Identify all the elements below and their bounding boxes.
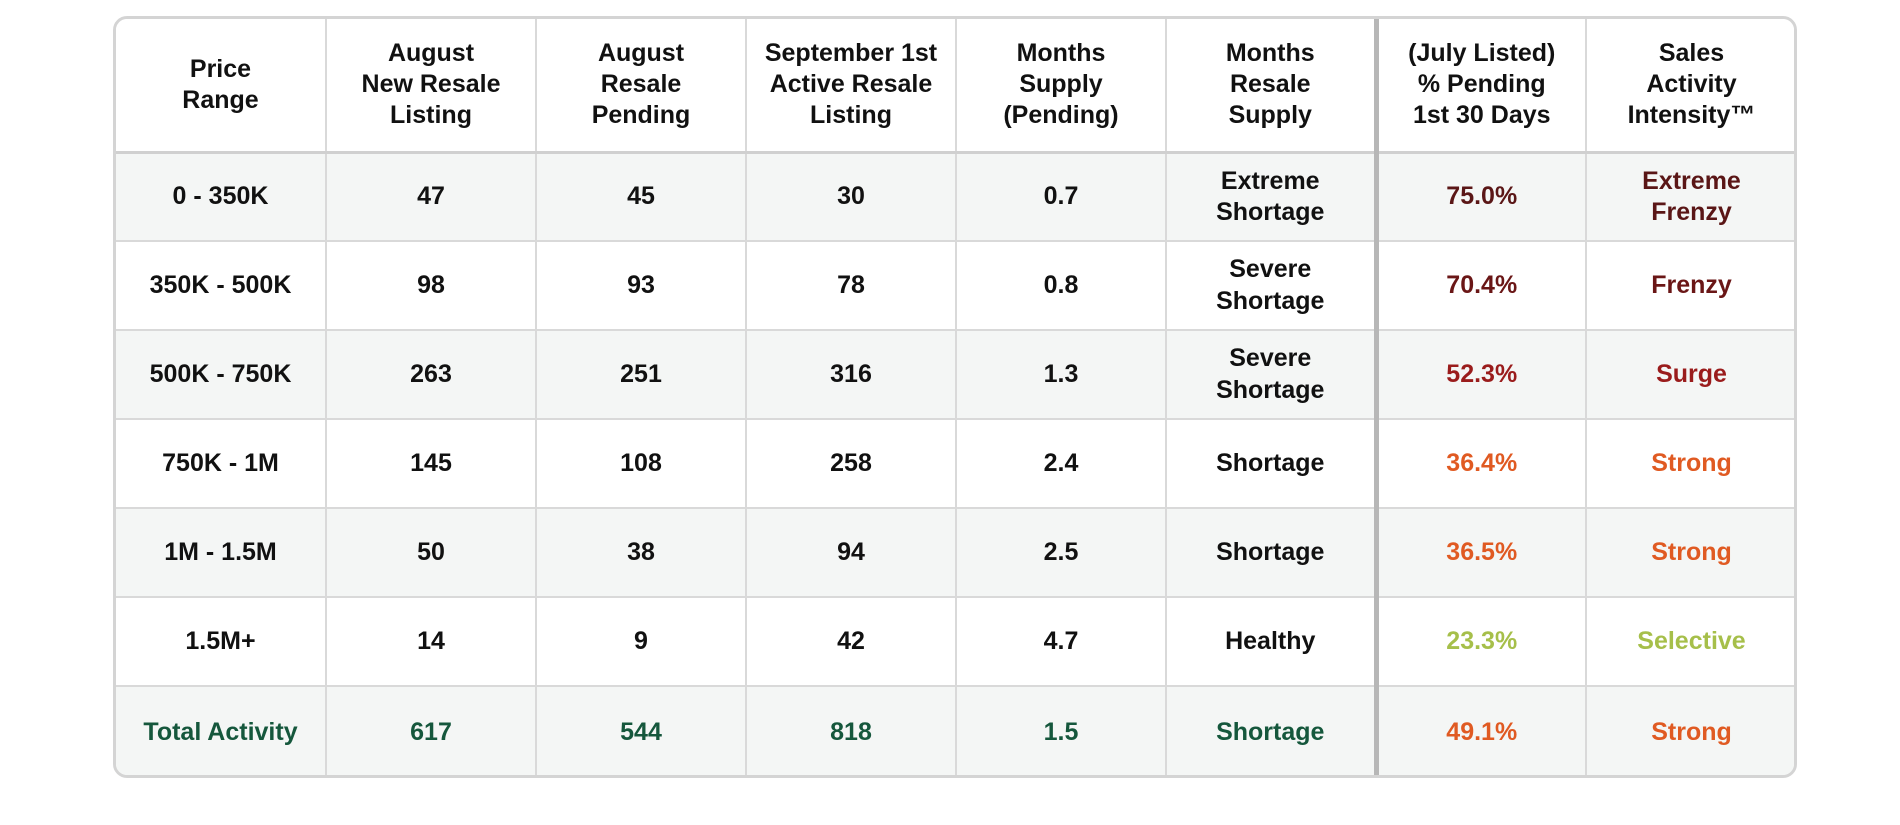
- header-row: Price Range August New Resale Listing Au…: [116, 19, 1794, 154]
- cell-months-supply-pending: 0.8: [956, 241, 1167, 331]
- cell-new-listing: 47: [326, 152, 537, 242]
- market-activity-table: Price Range August New Resale Listing Au…: [113, 16, 1797, 778]
- cell-price-range: 0 - 350K: [116, 152, 327, 242]
- cell-months-resale-supply: Severe Shortage: [1166, 330, 1379, 420]
- cell-new-listing: 14: [326, 597, 537, 687]
- cell-months-resale-supply: Healthy: [1166, 597, 1379, 687]
- cell-months-supply-pending: 0.7: [956, 152, 1167, 242]
- cell-pending: 93: [536, 241, 747, 331]
- table-row: 750K - 1M 145 108 258 2.4 Shortage 36.4%…: [116, 419, 1794, 509]
- cell-months-supply-pending: 4.7: [956, 597, 1167, 687]
- header-july-listed-pct-pending: (July Listed) % Pending 1st 30 Days: [1376, 19, 1587, 154]
- cell-pending: 45: [536, 152, 747, 242]
- total-activity-row: Total Activity 617 544 818 1.5 Shortage …: [116, 686, 1794, 775]
- header-august-resale-pending: August Resale Pending: [536, 19, 747, 154]
- cell-active-listing: 78: [746, 241, 957, 331]
- cell-total-pct-pending: 49.1%: [1376, 686, 1587, 775]
- cell-sales-intensity: Strong: [1586, 508, 1794, 598]
- cell-total-label: Total Activity: [116, 686, 327, 775]
- cell-active-listing: 316: [746, 330, 957, 420]
- cell-price-range: 350K - 500K: [116, 241, 327, 331]
- cell-total-new-listing: 617: [326, 686, 537, 775]
- table-row: 500K - 750K 263 251 316 1.3 Severe Short…: [116, 330, 1794, 420]
- cell-pct-pending: 23.3%: [1376, 597, 1587, 687]
- table-row: 1.5M+ 14 9 42 4.7 Healthy 23.3% Selectiv…: [116, 597, 1794, 687]
- cell-pct-pending: 70.4%: [1376, 241, 1587, 331]
- header-months-supply-pending: Months Supply (Pending): [956, 19, 1167, 154]
- cell-sales-intensity: Frenzy: [1586, 241, 1794, 331]
- cell-pct-pending: 36.5%: [1376, 508, 1587, 598]
- data-table: Price Range August New Resale Listing Au…: [116, 19, 1794, 775]
- cell-active-listing: 94: [746, 508, 957, 598]
- cell-price-range: 500K - 750K: [116, 330, 327, 420]
- cell-months-supply-pending: 1.3: [956, 330, 1167, 420]
- cell-sales-intensity: Extreme Frenzy: [1586, 152, 1794, 242]
- cell-new-listing: 98: [326, 241, 537, 331]
- cell-pct-pending: 36.4%: [1376, 419, 1587, 509]
- cell-total-sales-intensity: Strong: [1586, 686, 1794, 775]
- header-september-active-resale-listing: September 1st Active Resale Listing: [746, 19, 957, 154]
- header-sales-activity-intensity: Sales Activity Intensity™: [1586, 19, 1794, 154]
- cell-pending: 108: [536, 419, 747, 509]
- cell-months-resale-supply: Extreme Shortage: [1166, 152, 1379, 242]
- cell-total-months-resale-supply: Shortage: [1166, 686, 1379, 775]
- cell-months-supply-pending: 2.4: [956, 419, 1167, 509]
- cell-sales-intensity: Surge: [1586, 330, 1794, 420]
- cell-sales-intensity: Strong: [1586, 419, 1794, 509]
- cell-pending: 38: [536, 508, 747, 598]
- cell-sales-intensity: Selective: [1586, 597, 1794, 687]
- cell-total-pending: 544: [536, 686, 747, 775]
- cell-price-range: 1.5M+: [116, 597, 327, 687]
- cell-months-resale-supply: Shortage: [1166, 508, 1379, 598]
- table-row: 0 - 350K 47 45 30 0.7 Extreme Shortage 7…: [116, 152, 1794, 242]
- cell-new-listing: 263: [326, 330, 537, 420]
- table-row: 350K - 500K 98 93 78 0.8 Severe Shortage…: [116, 241, 1794, 331]
- header-price-range: Price Range: [116, 19, 327, 154]
- cell-price-range: 750K - 1M: [116, 419, 327, 509]
- cell-pct-pending: 52.3%: [1376, 330, 1587, 420]
- header-august-new-resale-listing: August New Resale Listing: [326, 19, 537, 154]
- cell-pending: 251: [536, 330, 747, 420]
- cell-months-resale-supply: Severe Shortage: [1166, 241, 1379, 331]
- cell-active-listing: 42: [746, 597, 957, 687]
- cell-active-listing: 258: [746, 419, 957, 509]
- cell-new-listing: 50: [326, 508, 537, 598]
- cell-total-months-supply-pending: 1.5: [956, 686, 1167, 775]
- cell-price-range: 1M - 1.5M: [116, 508, 327, 598]
- header-months-resale-supply: Months Resale Supply: [1166, 19, 1379, 154]
- cell-months-resale-supply: Shortage: [1166, 419, 1379, 509]
- table-row: 1M - 1.5M 50 38 94 2.5 Shortage 36.5% St…: [116, 508, 1794, 598]
- cell-months-supply-pending: 2.5: [956, 508, 1167, 598]
- cell-new-listing: 145: [326, 419, 537, 509]
- cell-pct-pending: 75.0%: [1376, 152, 1587, 242]
- cell-active-listing: 30: [746, 152, 957, 242]
- cell-total-active-listing: 818: [746, 686, 957, 775]
- cell-pending: 9: [536, 597, 747, 687]
